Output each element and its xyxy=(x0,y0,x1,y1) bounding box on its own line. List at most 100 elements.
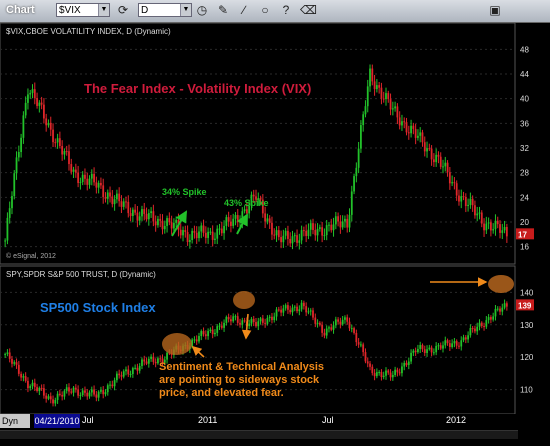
spx-candle xyxy=(280,309,282,313)
vix-candle xyxy=(325,225,328,236)
spx-candle xyxy=(453,341,456,344)
circle-icon[interactable]: ○ xyxy=(261,3,269,17)
spx-candle xyxy=(496,308,499,310)
chevron-down-icon[interactable]: ▼ xyxy=(180,4,191,16)
vix-candle xyxy=(236,215,239,223)
symbol-input[interactable]: $VIX ▼ xyxy=(56,3,110,17)
spx-candle xyxy=(321,324,324,333)
vix-y-tick-label: 44 xyxy=(520,70,529,79)
vix-candle xyxy=(163,225,166,230)
spx-candle xyxy=(166,352,168,360)
spx-candle xyxy=(375,372,378,377)
spx-candle xyxy=(366,361,369,364)
vix-candle xyxy=(300,230,303,241)
spx-candle xyxy=(261,318,264,323)
vix-candle xyxy=(487,222,490,224)
start-date-field[interactable]: 04/21/2010 xyxy=(34,414,80,428)
spx-candle xyxy=(86,392,89,397)
horizontal-scrollbar[interactable] xyxy=(0,430,518,439)
vix-candle xyxy=(182,230,184,236)
vix-candle xyxy=(49,122,52,130)
spx-candle xyxy=(27,380,29,389)
spx-candle xyxy=(444,340,447,346)
window-menu-icon[interactable]: ▣ xyxy=(489,3,501,17)
spx-candle xyxy=(432,352,435,354)
spx-candle xyxy=(446,340,449,344)
dynamic-mode-button[interactable]: Dyn xyxy=(0,414,30,428)
vix-candle xyxy=(430,148,433,160)
chart-toolbar: Chart $VIX ▼ ⟳ D ▼ ◷ ✎ ∕ ○ ? ⌫ ▣ xyxy=(0,0,550,23)
spx-candle xyxy=(266,318,269,324)
spx-candle xyxy=(325,328,328,336)
vix-candle xyxy=(102,185,105,198)
vix-candle xyxy=(88,178,91,185)
spx-candle xyxy=(104,392,107,395)
spike-label-2: 43% Spike xyxy=(224,198,269,208)
vix-candle xyxy=(414,128,417,138)
vix-candle xyxy=(389,99,392,110)
spx-candle xyxy=(291,307,294,313)
refresh-icon[interactable]: ⟳ xyxy=(117,3,129,17)
spx-candle xyxy=(125,369,127,372)
eraser-icon[interactable]: ⌫ xyxy=(300,3,317,17)
spx-candle xyxy=(394,369,397,375)
spx-candle xyxy=(382,375,385,378)
vix-candle xyxy=(391,108,394,110)
vix-candle xyxy=(394,106,397,109)
vix-candle xyxy=(218,228,221,230)
vix-candle xyxy=(93,173,95,183)
x-tick-0: Jul xyxy=(82,415,94,425)
spx-candle xyxy=(451,343,454,347)
analysis-note-line-3: price, and elevated fear. xyxy=(159,387,284,399)
vix-y-tick-label: 20 xyxy=(520,218,529,227)
vix-candle xyxy=(204,232,207,238)
vix-candle xyxy=(72,169,75,172)
highlight-circle-1 xyxy=(162,333,192,355)
vix-candle xyxy=(173,222,175,229)
question-icon[interactable]: ? xyxy=(282,3,290,17)
vix-candle xyxy=(423,142,426,152)
spx-candle xyxy=(423,349,426,354)
vix-candle xyxy=(191,230,194,241)
vix-candle xyxy=(31,89,34,93)
spx-candle xyxy=(492,316,495,320)
vix-y-tick-label: 24 xyxy=(520,193,529,202)
vix-candle xyxy=(328,224,330,226)
chevron-down-icon[interactable]: ▼ xyxy=(98,4,109,16)
spx-candle xyxy=(49,396,52,400)
spx-candle xyxy=(348,321,351,329)
spx-candle xyxy=(405,362,408,366)
x-tick-3: 2012 xyxy=(446,415,467,425)
vix-candle xyxy=(284,230,287,236)
vix-candle xyxy=(202,225,205,233)
spx-candle xyxy=(419,345,422,349)
spx-candle xyxy=(360,344,362,346)
interval-value: D xyxy=(141,5,149,16)
vix-candle xyxy=(291,236,294,244)
spx-candle xyxy=(97,391,100,398)
spx-candle xyxy=(241,320,244,325)
line-icon[interactable]: ∕ xyxy=(242,3,245,17)
spx-candle xyxy=(17,364,20,374)
vix-candle xyxy=(239,221,241,223)
clock-icon[interactable]: ◷ xyxy=(196,3,208,17)
vix-candle xyxy=(337,216,339,222)
pencil-icon[interactable]: ✎ xyxy=(217,3,229,17)
spx-candle xyxy=(22,376,25,378)
spx-candle xyxy=(312,310,314,318)
vix-candle xyxy=(494,220,497,230)
vix-candle xyxy=(15,157,18,174)
spx-candle xyxy=(45,395,48,399)
vix-candle xyxy=(309,223,312,230)
vix-candle xyxy=(432,159,435,163)
vix-candle xyxy=(52,129,54,143)
vix-candle xyxy=(4,240,7,242)
vix-candle xyxy=(207,231,210,238)
vix-candle xyxy=(410,125,412,134)
interval-select[interactable]: D ▼ xyxy=(138,3,192,17)
spx-last-value-label: 139 xyxy=(518,301,532,310)
spx-candle xyxy=(152,356,155,362)
spx-candle xyxy=(499,308,501,312)
vix-candle xyxy=(442,166,444,168)
vix-candle xyxy=(138,216,141,221)
